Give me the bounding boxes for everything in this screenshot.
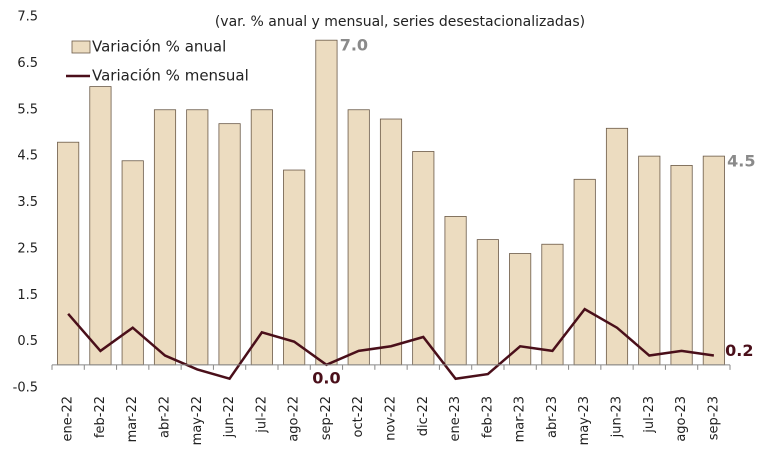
bar [670, 164, 693, 366]
bar [638, 155, 661, 366]
x-tick-label: feb-22 [93, 396, 108, 438]
bar [186, 109, 209, 366]
bar [379, 118, 403, 366]
y-tick-label: 5.5 [17, 102, 38, 117]
x-tick-label: may-22 [190, 396, 205, 445]
data-label: 7.0 [340, 36, 368, 55]
bar [412, 151, 435, 366]
x-tick-label: may-23 [577, 396, 592, 445]
y-tick-label: 6.5 [17, 56, 38, 71]
data-label: 0.2 [725, 341, 753, 360]
bar [315, 39, 338, 366]
y-tick-label: 4.5 [17, 149, 38, 164]
x-tick-label: abr-22 [158, 396, 173, 438]
x-tick-label: jul-23 [642, 396, 657, 434]
y-tick-label: 3.5 [17, 195, 38, 210]
x-tick-label: ene-22 [61, 396, 76, 441]
x-tick-label: oct-22 [351, 396, 366, 437]
bar [444, 216, 467, 366]
bar [702, 155, 725, 366]
bar [218, 123, 241, 366]
bar [476, 239, 499, 366]
bar [573, 178, 596, 366]
legend-swatch [71, 40, 91, 54]
legend-label: Variación % mensual [92, 67, 249, 85]
y-tick-label: -0.5 [13, 381, 38, 396]
x-tick-label: jul-22 [254, 396, 269, 434]
data-label: 0.0 [312, 368, 340, 387]
x-tick-label: mar-22 [125, 396, 140, 442]
bar [347, 109, 370, 366]
bar [541, 243, 564, 366]
x-tick-label: sep-23 [706, 396, 721, 440]
bar [250, 109, 273, 366]
chart-subtitle: (var. % anual y mensual, series desestac… [215, 14, 585, 30]
y-tick-label: 7.5 [17, 10, 38, 25]
x-tick-label: feb-23 [480, 396, 495, 438]
x-tick-label: ene-23 [448, 396, 463, 441]
x-tick-label: jun-23 [610, 396, 625, 438]
legend-label: Variación % anual [92, 38, 226, 56]
y-tick-label: 1.5 [17, 288, 38, 303]
x-tick-label: sep-22 [319, 396, 334, 440]
x-tick-label: ago-23 [674, 396, 689, 442]
x-tick-label: nov-22 [384, 396, 399, 441]
x-tick-label: ago-22 [287, 396, 302, 442]
bar [153, 109, 177, 366]
x-tick-label: mar-23 [513, 396, 528, 442]
bar [89, 86, 112, 366]
bar [57, 141, 80, 366]
line [67, 307, 715, 381]
x-tick-label: jun-22 [222, 396, 237, 438]
bar [283, 169, 306, 366]
y-tick-label: 0.5 [17, 334, 38, 349]
x-tick-label: abr-23 [545, 396, 560, 438]
x-tick-label: dic-22 [416, 396, 431, 436]
y-tick-label: 2.5 [17, 241, 38, 256]
data-label: 4.5 [727, 152, 755, 171]
